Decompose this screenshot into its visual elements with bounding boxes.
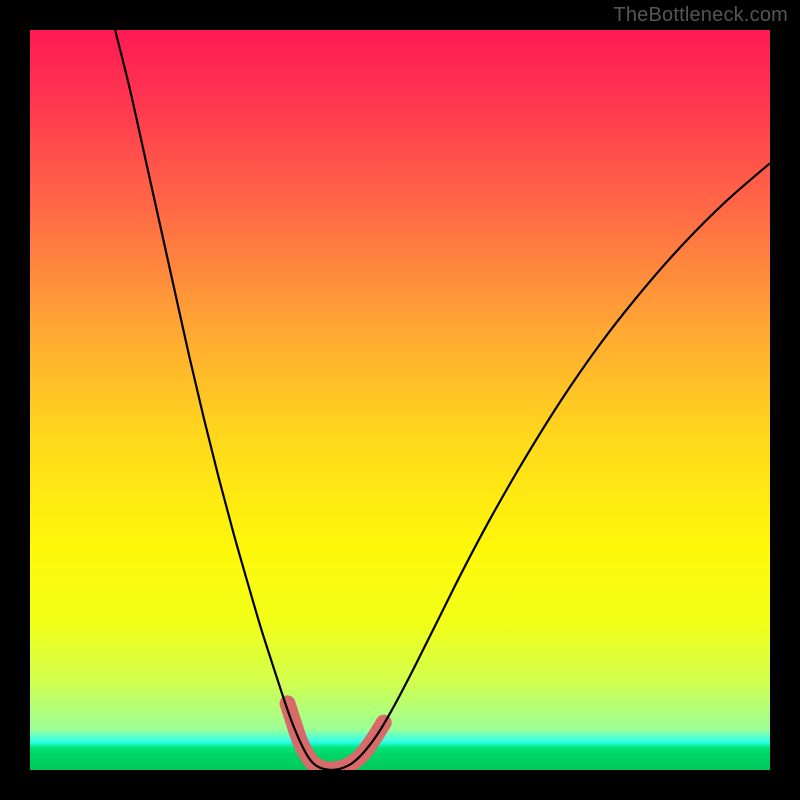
plot-area (30, 30, 770, 770)
watermark-text: TheBottleneck.com (613, 4, 788, 27)
chart-svg (30, 30, 770, 770)
